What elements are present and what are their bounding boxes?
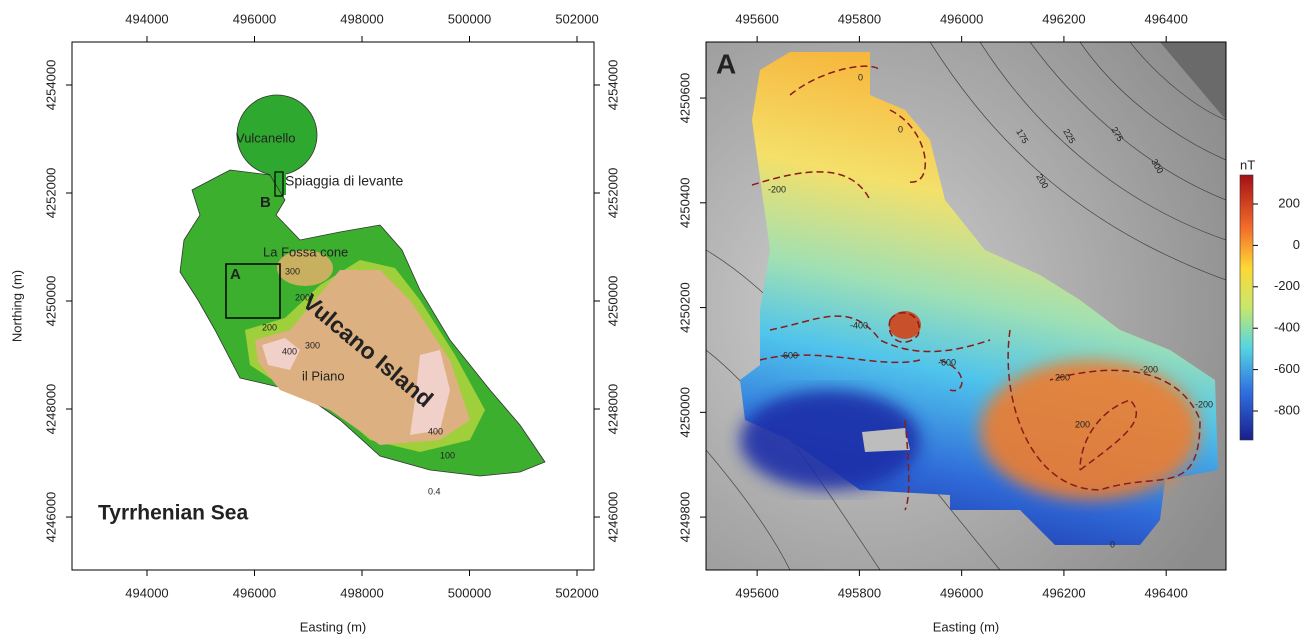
y-tick-label: 4246000 xyxy=(43,492,58,543)
y-axis-label: Northing (m) xyxy=(9,270,24,342)
x-tick-label: 495600 xyxy=(735,585,778,600)
colorbar-tick-label: -600 xyxy=(1274,361,1300,376)
y-tick-label: 4252000 xyxy=(43,168,58,219)
map-label: B xyxy=(260,194,271,211)
contour-label: 300 xyxy=(305,340,320,350)
x-tick-label: 496200 xyxy=(1042,11,1085,26)
x-tick-label: 494000 xyxy=(125,11,168,26)
contour-label: -200 xyxy=(1195,399,1213,409)
contour-label: 100 xyxy=(440,450,455,460)
map-label: Spiaggia di levante xyxy=(285,173,404,189)
map-label: La Fossa cone xyxy=(263,244,348,259)
map-label: il Piano xyxy=(302,368,345,383)
x-tick-label: 502000 xyxy=(555,585,598,600)
x-tick-label: 500000 xyxy=(448,11,491,26)
contour-label: 0 xyxy=(898,124,903,134)
colorbar-tick-label: 0 xyxy=(1293,237,1300,252)
colorbar xyxy=(1240,175,1253,440)
contour-label: -200 xyxy=(768,184,786,194)
panel-label: A xyxy=(716,48,736,79)
figure: Vulcanello Spiaggia di levante B La Foss… xyxy=(0,0,1312,637)
contour-label: 400 xyxy=(282,346,297,356)
y-tick-label: 4248000 xyxy=(605,384,620,435)
x-axis-label: Easting (m) xyxy=(300,619,366,634)
colorbar-tick-label: -200 xyxy=(1274,278,1300,293)
contour-label: 300 xyxy=(285,266,300,276)
x-tick-label: 496200 xyxy=(1042,585,1085,600)
contour-label: 200 xyxy=(262,322,277,332)
x-tick-label: 496000 xyxy=(940,585,983,600)
x-tick-label: 496400 xyxy=(1144,585,1187,600)
x-tick-label: 496000 xyxy=(233,585,276,600)
y-tick-label: 4246000 xyxy=(605,492,620,543)
y-tick-label: 4250000 xyxy=(605,276,620,327)
x-tick-label: 496000 xyxy=(940,11,983,26)
x-axis-label: Easting (m) xyxy=(933,619,999,634)
contour-label: -600 xyxy=(938,357,956,367)
x-tick-label: 502000 xyxy=(555,11,598,26)
map-label: Tyrrhenian Sea xyxy=(98,502,248,525)
x-tick-label: 496000 xyxy=(233,11,276,26)
contour-label: -600 xyxy=(780,350,798,360)
contour-label: 200 xyxy=(1075,419,1090,429)
contour-label: 0.4 xyxy=(428,486,441,496)
y-tick-label: 4250400 xyxy=(677,177,692,228)
y-tick-label: 4254000 xyxy=(43,60,58,111)
y-tick-label: 4248000 xyxy=(43,384,58,435)
x-tick-label: 498000 xyxy=(340,585,383,600)
y-tick-label: 4252000 xyxy=(605,168,620,219)
contour-label: 200 xyxy=(1055,372,1070,382)
map-label: A xyxy=(230,266,241,283)
x-tick-label: 494000 xyxy=(125,585,168,600)
contour-label: 0 xyxy=(858,72,863,82)
x-tick-label: 495600 xyxy=(735,11,778,26)
x-tick-label: 500000 xyxy=(448,585,491,600)
contour-label: 400 xyxy=(428,426,443,436)
contour-label: -400 xyxy=(850,320,868,330)
y-tick-label: 4250200 xyxy=(677,282,692,333)
contour-label: 0 xyxy=(1110,539,1115,549)
x-tick-label: 496400 xyxy=(1144,11,1187,26)
y-tick-label: 4250000 xyxy=(677,387,692,438)
map-label: Vulcanello xyxy=(236,130,296,145)
colorbar-title: nT xyxy=(1240,157,1255,172)
x-tick-label: 498000 xyxy=(340,11,383,26)
y-tick-label: 4250600 xyxy=(677,73,692,124)
x-tick-label: 495800 xyxy=(838,585,881,600)
colorbar-tick-label: -400 xyxy=(1274,320,1300,335)
colorbar-tick-label: -800 xyxy=(1274,402,1300,417)
x-tick-label: 495800 xyxy=(838,11,881,26)
contour-label: 200 xyxy=(295,292,310,302)
contour-label: -200 xyxy=(1140,364,1158,374)
y-tick-label: 4250000 xyxy=(43,276,58,327)
y-tick-label: 4254000 xyxy=(605,60,620,111)
y-tick-label: 4249800 xyxy=(677,492,692,543)
colorbar-tick-label: 200 xyxy=(1278,195,1300,210)
